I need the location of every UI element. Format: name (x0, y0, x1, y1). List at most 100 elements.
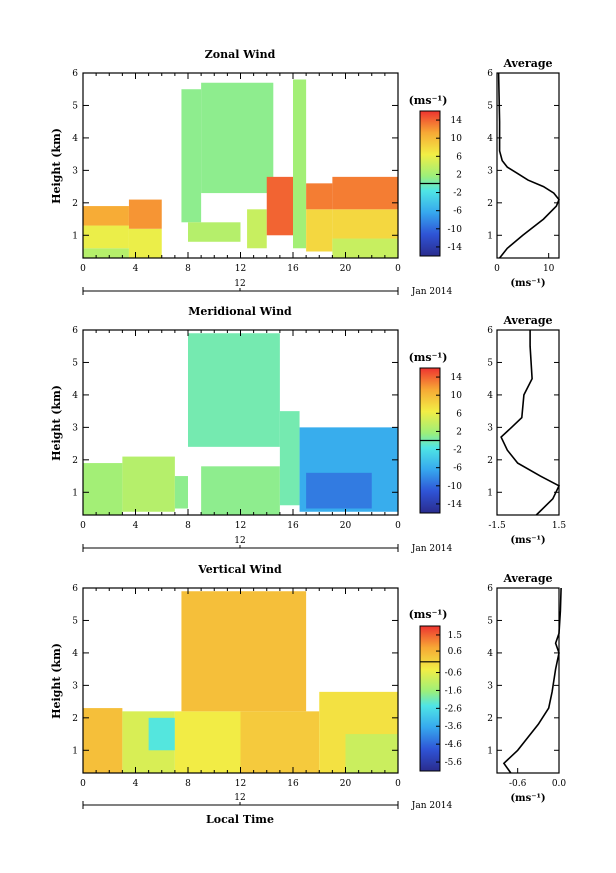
y-tick-label: 3 (72, 423, 78, 433)
average-y-tick-label: 6 (487, 69, 493, 79)
colorbar-tick-label: -10 (448, 225, 463, 235)
colorbar-tick-label: -6 (453, 207, 462, 217)
average-frame (496, 587, 560, 774)
y-ticks: 1 2 3 4 5 6 (72, 69, 398, 241)
colorbar-tick-label: -4.6 (445, 740, 463, 750)
average-x-tick-label: 1.5 (552, 521, 567, 531)
heatmap-area (83, 591, 398, 773)
x-tick-label: 0 (80, 264, 86, 274)
colorbar-tick-label: -2 (453, 446, 462, 456)
y-tick-label: 1 (72, 231, 78, 241)
y-tick-label: 4 (72, 649, 78, 659)
x-tick-label: 8 (185, 779, 191, 789)
average-y-tick-label: 3 (487, 681, 493, 691)
x-tick-label: 0 (80, 521, 86, 531)
average-y-tick-label: 3 (487, 423, 493, 433)
average-x-label: (ms⁻¹) (510, 793, 545, 804)
colorbar-unit: (ms⁻¹) (409, 351, 448, 364)
y-tick-label: 1 (72, 488, 78, 498)
day-label: 12 (234, 279, 245, 289)
average-x-tick-label: 0.0 (552, 779, 567, 789)
average-frame (496, 329, 560, 516)
colorbar-tick-label: -2 (453, 189, 462, 199)
average-title: Average (502, 314, 552, 327)
x-axis-label: Local Time (206, 813, 274, 826)
heatmap-cell (148, 717, 175, 751)
heatmap-cell (266, 176, 293, 236)
average-profile: Average 1 2 3 4 5 6 0 10 (ms⁻¹) (487, 57, 560, 289)
y-ticks: 1 2 3 4 5 6 (72, 326, 398, 498)
average-y-tick-label: 3 (487, 166, 493, 176)
x-tick-label: 16 (287, 779, 299, 789)
y-tick-label: 4 (72, 391, 78, 401)
average-x-label: (ms⁻¹) (510, 278, 545, 289)
day-axis: 12 Jan 2014 (82, 536, 453, 554)
x-ticks: 0 4 8 12 16 20 0 (80, 330, 401, 531)
average-line (502, 587, 562, 774)
heatmap-cell (83, 248, 129, 258)
date-label: Jan 2014 (411, 287, 453, 297)
colorbar-tick-label: 14 (451, 116, 463, 126)
y-axis-label: Height (km) (50, 643, 63, 719)
heatmap-cell (128, 228, 162, 258)
heatmap-cell (188, 333, 280, 447)
colorbar: 14 10 6 2 -2 -6 -10 -14 (419, 110, 463, 257)
heatmap-cell (345, 734, 398, 773)
heatmap-cell (181, 591, 307, 712)
colorbar-unit: (ms⁻¹) (409, 608, 448, 621)
colorbar-unit: (ms⁻¹) (409, 94, 448, 107)
x-tick-label: 20 (340, 779, 352, 789)
heatmap-cell (83, 463, 123, 515)
x-tick-label: 0 (395, 264, 401, 274)
average-y-tick-label: 1 (487, 746, 493, 756)
colorbar: 1.5 0.6 -0.6 -1.6 -2.6 -3.6 -4.6 -5.6 (419, 625, 463, 772)
y-tick-label: 2 (72, 456, 78, 466)
y-axis-label: Height (km) (50, 128, 63, 204)
heatmap-cell (128, 199, 162, 229)
x-tick-label: 4 (133, 521, 139, 531)
day-label: 12 (234, 793, 245, 803)
day-label: 12 (234, 536, 245, 546)
heatmap-cell (240, 711, 320, 773)
heatmap-cell (279, 411, 300, 506)
y-tick-label: 5 (72, 616, 78, 626)
x-tick-label: 4 (133, 779, 139, 789)
average-y-tick-label: 4 (487, 134, 493, 144)
y-tick-label: 2 (72, 199, 78, 209)
y-tick-label: 6 (72, 69, 78, 79)
colorbar-tick-label: -3.6 (445, 722, 463, 732)
heatmap-cell (83, 708, 123, 773)
x-tick-label: 0 (395, 779, 401, 789)
date-label: Jan 2014 (411, 801, 453, 811)
average-x-tick-label: -0.6 (509, 779, 527, 789)
colorbar-tick-label: -0.6 (445, 669, 463, 679)
x-tick-label: 12 (235, 264, 246, 274)
y-axis-label: Height (km) (50, 385, 63, 461)
heatmap-cell (83, 225, 129, 249)
panel-title: Meridional Wind (188, 305, 292, 318)
y-tick-label: 1 (72, 746, 78, 756)
heatmap-cell (306, 209, 333, 252)
average-y-tick-label: 2 (487, 714, 493, 724)
x-tick-label: 0 (80, 779, 86, 789)
heatmap-cell (122, 456, 175, 512)
colorbar-tick-label: -14 (448, 500, 463, 510)
heatmap-cell (174, 711, 241, 773)
average-frame (496, 72, 560, 259)
colorbar-tick-label: 1.5 (448, 631, 463, 641)
y-tick-label: 6 (72, 584, 78, 594)
colorbar-tick-label: 10 (451, 134, 463, 144)
heatmap-cell (247, 209, 267, 249)
y-tick-label: 3 (72, 166, 78, 176)
average-y-tick-label: 4 (487, 649, 493, 659)
average-profile: Average 1 2 3 4 5 6 -1.5 1.5 (ms⁻¹) (487, 314, 566, 546)
heatmap-cell (174, 476, 188, 509)
average-line (500, 330, 561, 516)
x-tick-label: 20 (340, 264, 352, 274)
heatmap-cell (201, 82, 274, 194)
average-x-label: (ms⁻¹) (510, 535, 545, 546)
x-tick-label: 20 (340, 521, 352, 531)
